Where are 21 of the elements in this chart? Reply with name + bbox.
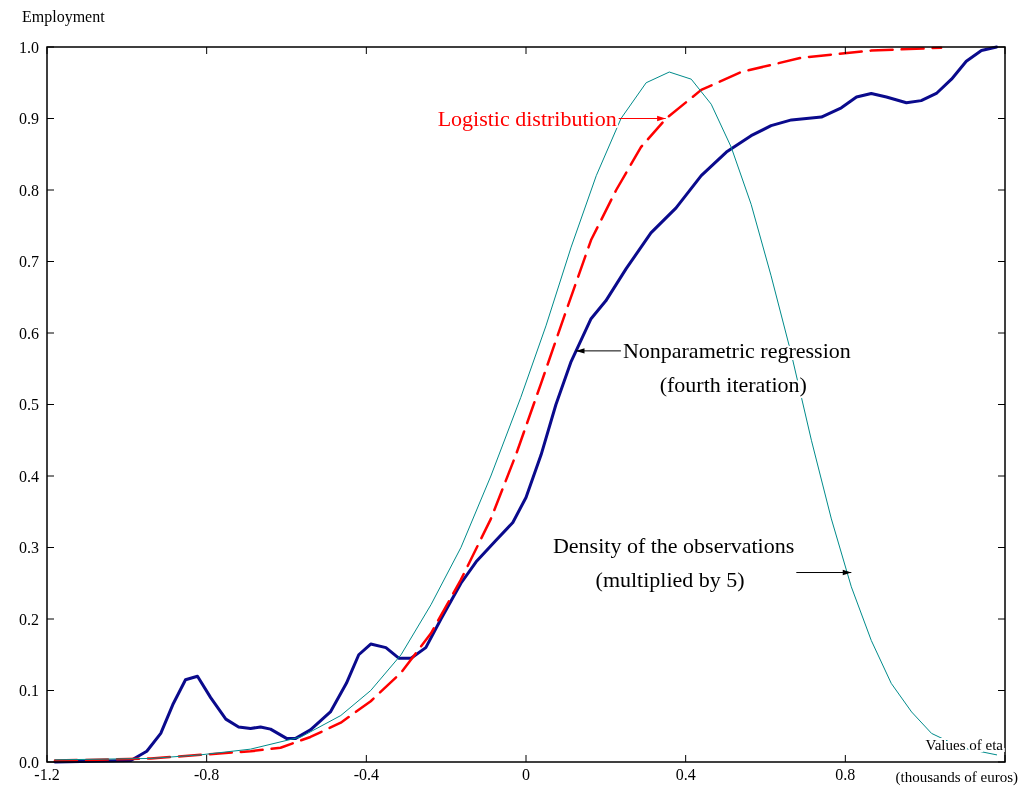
x-tick-label: -0.8 (194, 766, 220, 783)
y-tick-label: 0.4 (19, 467, 39, 485)
y-tick-label: 0.3 (19, 539, 39, 557)
y-tick-label: 0.0 (19, 753, 39, 771)
y-tick-label: 0.7 (19, 253, 39, 271)
y-tick-label: 1.0 (19, 38, 39, 56)
x-tick-label: -0.4 (353, 766, 379, 783)
y-tick-label: 0.2 (19, 610, 39, 628)
x-tick-label: 0.4 (675, 766, 696, 783)
x-tick-label: 0.8 (835, 766, 856, 783)
annotation: Density of the observations (multiplied by 5) (552, 532, 795, 592)
y-axis-title: Employment (22, 8, 106, 26)
annotation: Logistic distribution (437, 105, 617, 131)
y-tick-label: 0.1 (19, 682, 39, 700)
x-axis-title: Values of eta (925, 737, 1004, 753)
text: (thousands of euros) (895, 769, 1018, 786)
y-tick-label: 0.8 (19, 181, 39, 199)
y-tick-label: 0.6 (19, 324, 39, 342)
y-tick-label: 0.9 (19, 110, 39, 128)
x-tick-label: 0 (522, 766, 530, 783)
y-tick-label: 0.5 (19, 396, 39, 414)
